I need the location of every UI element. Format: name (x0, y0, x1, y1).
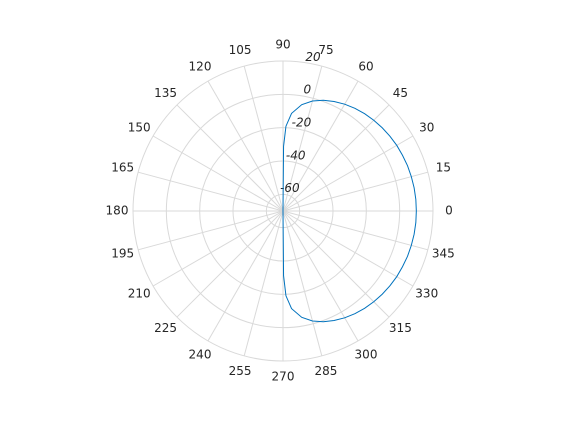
theta-tick-label: 150 (128, 121, 151, 135)
theta-grid-line (243, 210, 284, 357)
r-grid-circle (199, 127, 367, 295)
theta-tick-label: 300 (355, 347, 378, 361)
r-tick-label: -60 (280, 181, 300, 195)
r-tick-label: 20 (305, 50, 321, 64)
theta-tick-label: 135 (154, 86, 177, 100)
theta-tick-label: 240 (189, 347, 212, 361)
r-tick-label: 0 (303, 83, 311, 97)
theta-grid-line (282, 171, 429, 212)
theta-grid-line (282, 80, 359, 212)
theta-tick-label: 270 (272, 370, 295, 384)
theta-tick-label: 105 (229, 43, 252, 57)
theta-tick-label: 15 (436, 161, 451, 175)
theta-grid-line (152, 210, 284, 287)
data-line (282, 99, 417, 323)
theta-grid-line (176, 104, 284, 212)
theta-grid-line (282, 135, 414, 212)
theta-tick-label: 45 (393, 86, 408, 100)
theta-grid-line (243, 65, 284, 212)
theta-grid-line (282, 210, 429, 251)
theta-tick-label: 0 (445, 204, 453, 218)
theta-tick-label: 120 (189, 60, 212, 74)
theta-tick-label: 90 (275, 38, 290, 52)
theta-grid-line (282, 210, 414, 287)
theta-grid-line (176, 210, 284, 318)
theta-grid-line (282, 104, 390, 212)
theta-grid-line (137, 210, 284, 251)
r-tick-label: -40 (286, 148, 306, 162)
theta-tick-label: 210 (128, 287, 151, 301)
theta-grid-line (282, 210, 390, 318)
theta-tick-label: 75 (318, 43, 333, 57)
theta-tick-label: 225 (154, 321, 177, 335)
theta-grid-line (282, 65, 323, 212)
theta-grid-line (207, 210, 284, 342)
theta-grid-line (152, 135, 284, 212)
theta-grid-line (207, 80, 284, 212)
theta-tick-label: 315 (389, 321, 412, 335)
theta-tick-label: 195 (111, 246, 134, 260)
theta-tick-label: 255 (229, 364, 252, 378)
theta-tick-label: 60 (358, 60, 373, 74)
theta-tick-label: 345 (432, 246, 455, 260)
theta-tick-label: 30 (419, 121, 434, 135)
r-grid-circle (132, 60, 434, 362)
theta-grid-line (282, 210, 359, 342)
r-tick-label: -20 (292, 115, 312, 129)
r-grid-circle (165, 93, 401, 329)
theta-tick-label: 285 (315, 364, 338, 378)
theta-tick-label: 180 (106, 204, 129, 218)
theta-grid-line (137, 171, 284, 212)
theta-grid-line (282, 210, 323, 357)
theta-tick-label: 165 (111, 161, 134, 175)
theta-tick-label: 330 (415, 287, 438, 301)
